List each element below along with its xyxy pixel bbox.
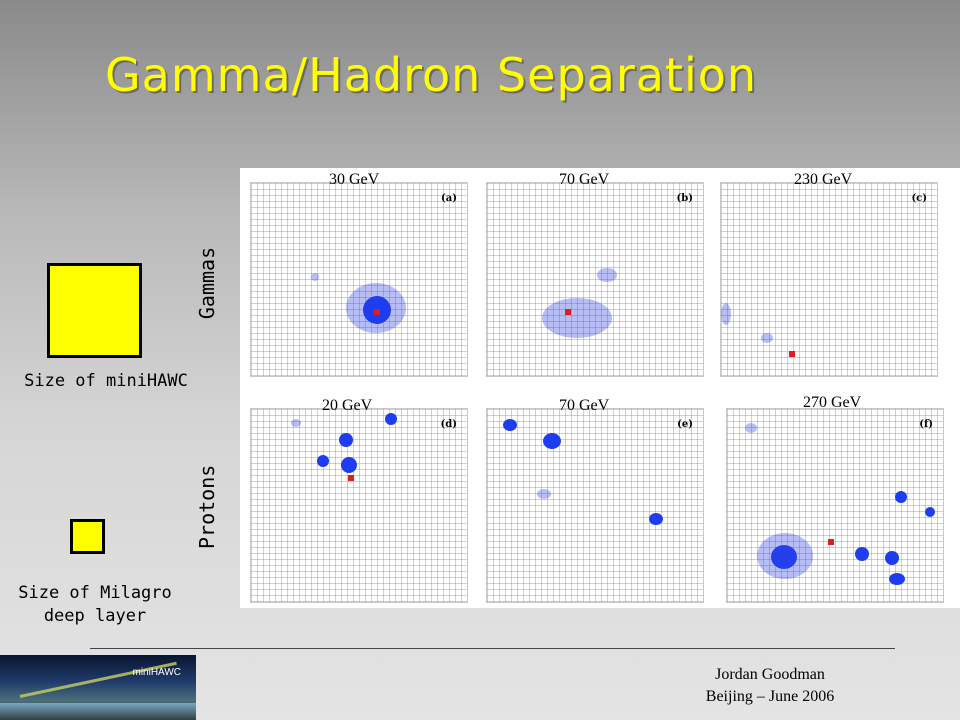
hit-cluster: [341, 457, 357, 473]
milagro-caption-line2: deep layer: [43, 606, 147, 626]
shower-core-marker: [374, 309, 380, 315]
minihawc-logo-image: miniHAWC: [0, 655, 196, 720]
panel-energy-f: 270 GeV: [803, 394, 862, 411]
event-panel-b: (b): [486, 182, 704, 377]
panel-energy-a: 30 GeV: [329, 171, 380, 188]
shower-core-marker: [565, 309, 571, 315]
hit-cluster: [771, 545, 797, 569]
hit-cluster: [761, 333, 773, 343]
milagro-caption-line1: Size of Milagro: [18, 583, 172, 603]
hit-cluster: [885, 551, 899, 565]
hit-cluster: [311, 273, 319, 281]
event-panel-d: (d): [250, 408, 468, 603]
logo-ground: [0, 703, 196, 720]
hit-cluster: [503, 419, 517, 431]
hit-cluster: [925, 507, 935, 517]
slide-title: Gamma/Hadron Separation: [105, 48, 758, 102]
footer-venue: Beijing – June 2006: [705, 688, 835, 705]
panel-energy-b: 70 GeV: [559, 171, 610, 188]
panel-letter: (a): [441, 193, 457, 204]
panel-letter: (b): [676, 193, 693, 204]
hit-cluster: [543, 433, 561, 449]
hit-cluster: [721, 303, 731, 325]
protons-label: Protons: [195, 464, 219, 549]
panel-letter: (d): [440, 419, 457, 430]
event-panel-f: (f): [726, 408, 944, 603]
event-panel-a: (a): [250, 182, 468, 377]
shower-core-marker: [828, 539, 834, 545]
hit-cluster: [895, 491, 907, 503]
hit-cluster: [649, 513, 663, 525]
minihawc-size-square: [47, 263, 142, 358]
hit-cluster: [597, 268, 617, 282]
footer-author: Jordan Goodman: [715, 666, 825, 683]
minihawc-caption: Size of miniHAWC: [24, 371, 188, 391]
event-display-grid: (a) (b) (c) (d) (e) (f): [240, 168, 960, 608]
panel-energy-d: 20 GeV: [322, 397, 373, 414]
panel-energy-e: 70 GeV: [559, 397, 610, 414]
hit-cluster: [889, 573, 905, 585]
event-panel-e: (e): [486, 408, 704, 603]
hit-cluster: [339, 433, 353, 447]
panel-energy-c: 230 GeV: [794, 171, 853, 188]
event-panel-c: (c): [720, 182, 938, 377]
hit-cluster: [385, 413, 397, 425]
hit-cluster: [317, 455, 329, 467]
panel-letter: (e): [677, 419, 693, 430]
hit-cluster: [757, 533, 813, 579]
logo-text: miniHAWC: [132, 667, 181, 678]
footer-credit: Jordan Goodman Beijing – June 2006: [640, 664, 900, 708]
hit-cluster: [542, 298, 612, 338]
gammas-label: Gammas: [195, 246, 219, 320]
hit-cluster: [537, 489, 551, 499]
panel-letter: (f): [919, 419, 933, 430]
milagro-size-square: [70, 519, 105, 554]
hit-cluster: [855, 547, 869, 561]
panel-letter: (c): [911, 193, 927, 204]
hit-cluster: [745, 423, 757, 433]
shower-core-marker: [348, 475, 354, 481]
shower-core-marker: [789, 351, 795, 357]
hit-cluster: [291, 419, 301, 427]
footer-divider: [90, 648, 895, 649]
